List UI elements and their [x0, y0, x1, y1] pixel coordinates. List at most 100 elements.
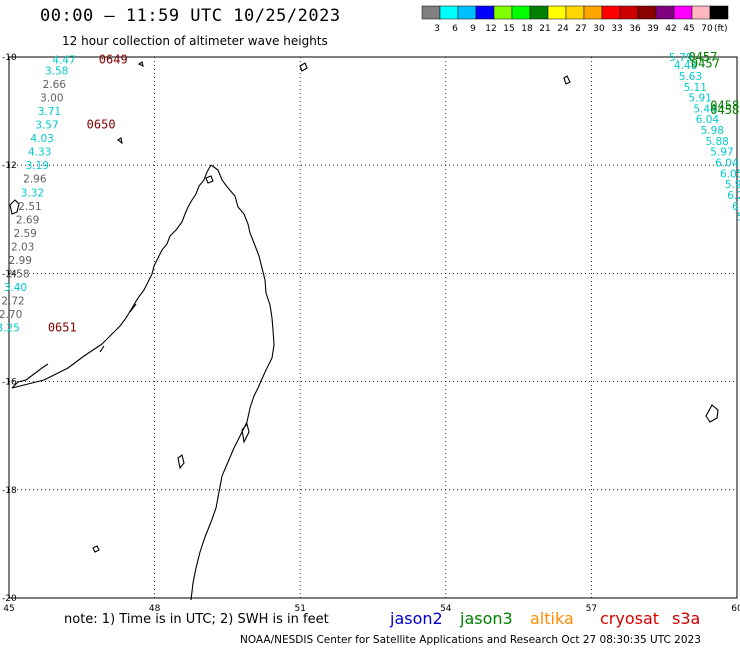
- wave-height-label: 2.59: [13, 228, 36, 240]
- page-title: 00:00 – 11:59 UTC 10/25/2023: [40, 6, 341, 26]
- y-tick-label: -14: [2, 269, 17, 279]
- y-tick-label: -12: [2, 161, 17, 171]
- x-tick-label: 60: [731, 604, 740, 614]
- legend-swatch: [583, 5, 603, 20]
- y-tick-label: -10: [2, 53, 17, 63]
- wave-height-label: 6.04: [696, 114, 720, 126]
- wave-height-label: 5.98: [701, 125, 724, 137]
- legend-label: 18: [521, 24, 533, 34]
- wave-height-label: 4.03: [30, 133, 53, 145]
- wave-height-label: 6.05: [720, 168, 740, 180]
- reunion-island: [705, 404, 719, 423]
- legend-label: 6: [452, 24, 458, 34]
- wave-height-label: 3.71: [38, 106, 61, 118]
- legend-label: 12: [485, 24, 496, 34]
- small-island-sw: [92, 545, 100, 553]
- satellite-jason2: jason2: [390, 609, 443, 628]
- x-tick-label: 48: [149, 604, 161, 614]
- legend-swatch: [691, 5, 711, 20]
- y-tick-label: -16: [2, 378, 17, 388]
- wave-height-label: 4.33: [28, 147, 51, 159]
- satellite-s3a: s3a: [672, 609, 701, 628]
- x-tick-label: 45: [3, 604, 14, 614]
- glorioso-island: [137, 61, 144, 68]
- wave-height-label: 2.58: [6, 268, 29, 280]
- legend-swatch: [673, 5, 693, 20]
- wave-height-label: 4.47: [52, 55, 75, 67]
- wave-height-label: 6.10: [732, 201, 740, 213]
- pass-time-label: 0650: [87, 118, 116, 132]
- y-tick-label: -18: [2, 486, 17, 496]
- wave-height-label: 4.48: [674, 60, 697, 72]
- wave-height-label: 2.66: [43, 79, 67, 91]
- legend-label: 30: [593, 24, 605, 34]
- legend-swatch: [511, 5, 531, 20]
- wave-height-label: 2.70: [0, 309, 22, 321]
- legend-label: 24: [557, 24, 569, 34]
- legend-unit: (ft): [714, 24, 728, 34]
- axis-tick-labels: 45 48 51 54 57 60 -10 -12 -14 -16 -18 -20: [2, 53, 740, 614]
- wave-height-label: 3.58: [45, 66, 68, 78]
- wave-height-label: 5.63: [679, 71, 702, 83]
- legend-label: 9: [470, 24, 476, 34]
- madagascar-outline: [11, 164, 275, 601]
- wave-height-label: 5.97: [710, 147, 733, 159]
- legend-label: 42: [665, 24, 676, 34]
- x-tick-label: 51: [294, 604, 305, 614]
- ile-juan-de-nova: [177, 454, 185, 470]
- wave-height-label: 6.04: [715, 157, 739, 169]
- aldabra-island: [299, 62, 308, 72]
- legend-label: 15: [503, 24, 514, 34]
- wave-height-label: 5.91: [688, 93, 711, 105]
- lat-lon-grid: [9, 57, 737, 598]
- page-subtitle: 12 hour collection of altimeter wave hei…: [62, 34, 328, 48]
- pass-time-label: 0649: [99, 53, 128, 67]
- cargados-island: [563, 75, 571, 85]
- legend-label: 3: [434, 24, 440, 34]
- legend-swatch: [655, 5, 675, 20]
- legend-label: 36: [629, 24, 641, 34]
- x-tick-label: 54: [440, 604, 452, 614]
- map-frame: [8, 56, 738, 599]
- madagascar-coastline: [9, 61, 719, 601]
- wave-height-label: 3.40: [4, 282, 27, 294]
- wave-height-label: 5.98: [737, 212, 740, 224]
- y-tick-label: -20: [2, 594, 17, 604]
- satellite-altika: altika: [530, 609, 574, 628]
- madagascar-west-coast-detail: [11, 303, 137, 389]
- wave-height-label: 2.51: [18, 201, 41, 213]
- legend-swatch: [457, 5, 477, 20]
- legend-swatch: [529, 5, 549, 20]
- comoros-island-b: [117, 137, 123, 145]
- legend-swatch: [439, 5, 459, 20]
- legend-swatch: [475, 5, 495, 20]
- pass-time-label: 0458: [710, 99, 739, 113]
- pass-time-label: 0457: [691, 56, 720, 70]
- footer-note: note: 1) Time is in UTC; 2) SWH is in fe…: [64, 612, 329, 627]
- comoros-island-a: [9, 199, 20, 215]
- legend-swatch: [547, 5, 567, 20]
- legend-swatch: [565, 5, 585, 20]
- sainte-marie-island: [241, 422, 250, 444]
- wave-height-label: 2.99: [9, 255, 32, 267]
- wave-height-label: 3.00: [40, 93, 63, 105]
- pass-time-label: 0457: [688, 50, 717, 64]
- legend-swatch: [493, 5, 513, 20]
- legend-label: 21: [539, 24, 550, 34]
- legend-label: 33: [611, 24, 622, 34]
- legend-label: 39: [647, 24, 659, 34]
- legend-label: 45: [683, 24, 694, 34]
- wave-height-label: 3.32: [21, 187, 44, 199]
- legend-swatch: [709, 5, 729, 20]
- wave-height-label: 5.94: [725, 179, 740, 191]
- satellite-cryosat: cryosat: [600, 609, 660, 628]
- wave-height-label: 2.03: [11, 241, 34, 253]
- wave-height-label: 5.44: [693, 103, 717, 115]
- legend-label: 70: [701, 24, 713, 34]
- wave-height-label: 2.69: [16, 214, 39, 226]
- x-tick-label: 57: [586, 604, 597, 614]
- wave-height-legend: 3 6 9 12 15 18 21 24 27 30 33 36 39 42 45 70 (ft): [421, 5, 729, 34]
- legend-swatch: [619, 5, 639, 20]
- legend-swatch: [637, 5, 657, 20]
